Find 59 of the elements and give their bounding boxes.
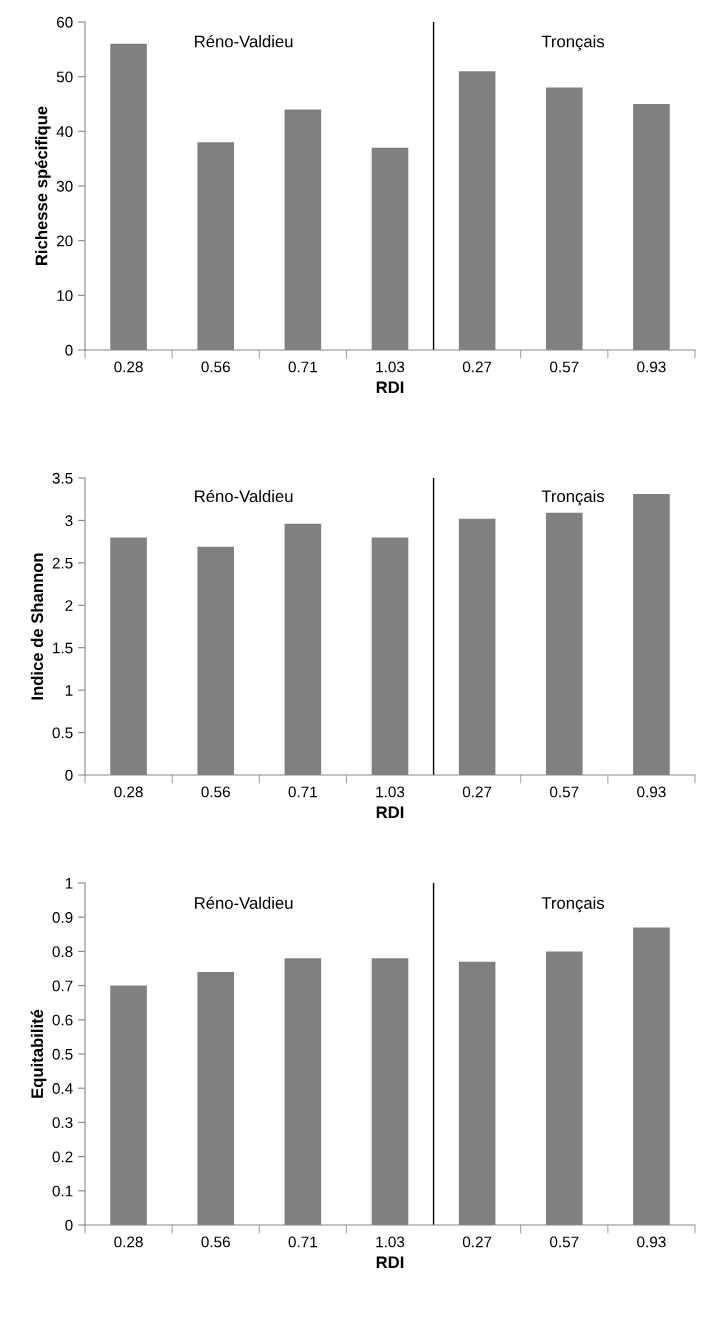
x-tick-label: 0.93 [637,786,666,798]
y-tick-label: 0.5 [52,1048,73,1060]
x-tick-label: 0.27 [462,361,492,373]
y-tick-label: 20 [56,235,73,247]
y-tick-label: 1.5 [53,642,73,654]
y-tick-label: 0.7 [52,980,73,992]
y-tick-label: 10 [57,290,73,302]
x-tick-label: 0.57 [550,1236,579,1248]
y-axis-title: Equitabilité [30,1009,47,1098]
annotation: Tronçais [541,489,605,506]
y-tick-label: 0.3 [52,1117,73,1129]
annotation: Réno-Valdieu [195,34,293,48]
x-tick-label: 0.56 [201,361,230,373]
x-axis-title: RDI [376,806,404,818]
x-tick-label: 0.28 [114,1236,143,1248]
y-tick-label: 60 [56,16,73,28]
x-tick-label: 0.71 [288,361,317,373]
x-tick-label: 0.28 [114,786,143,798]
x-tick-label: 0.28 [114,361,143,373]
x-tick-label: 0.71 [288,786,317,798]
x-tick-label: 0.93 [637,1236,666,1248]
x-tick-label: 1.03 [376,786,405,798]
y-tick-label: 0.8 [52,946,73,958]
x-axis-title: RDI [376,381,404,393]
y-tick-label: 0.5 [52,727,73,739]
y-tick-label: 3 [65,515,73,527]
y-tick-label: 2 [65,600,73,611]
x-tick-label: 0.27 [462,786,492,798]
y-tick-label: 1 [65,685,73,696]
y-tick-label: 0 [65,1219,73,1231]
y-tick-label: 40 [56,126,73,138]
x-tick-label: 0.56 [201,786,230,798]
y-tick-label: 1 [65,878,73,889]
x-tick-label: 1.03 [376,361,405,373]
x-tick-label: 0.71 [288,1236,317,1248]
y-tick-label: 2.5 [52,557,73,569]
x-tick-label: 0.27 [462,1236,492,1248]
y-tick-label: 0.9 [52,912,73,923]
x-tick-label: 0.56 [201,1236,230,1248]
y-tick-label: 0.2 [52,1151,73,1163]
y-axis-title: Indice de Shannon [30,553,44,700]
x-tick-label: 0.57 [550,786,579,798]
x-tick-label: 0.57 [550,361,579,373]
y-tick-label: 0.4 [52,1083,73,1094]
x-tick-label: 1.03 [376,1236,405,1248]
annotation: Réno-Valdieu [195,896,293,909]
y-tick-label: 30 [56,180,73,192]
y-tick-label: 3.5 [52,472,73,484]
y-tick-label: 50 [56,71,73,83]
annotation: Tronçais [541,896,605,913]
x-axis-title: RDI [376,1256,404,1268]
x-tick-label: 0.93 [637,361,666,373]
y-tick-label: 0.6 [52,1014,73,1026]
y-axis-title: Richesse spécifique [34,106,51,266]
y-tick-label: 0.1 [52,1185,73,1197]
annotation: Tronçais [541,35,605,51]
y-tick-label: 0 [65,344,73,356]
y-tick-label: 0 [65,769,73,781]
annotation: Réno-Valdieu [195,489,293,503]
